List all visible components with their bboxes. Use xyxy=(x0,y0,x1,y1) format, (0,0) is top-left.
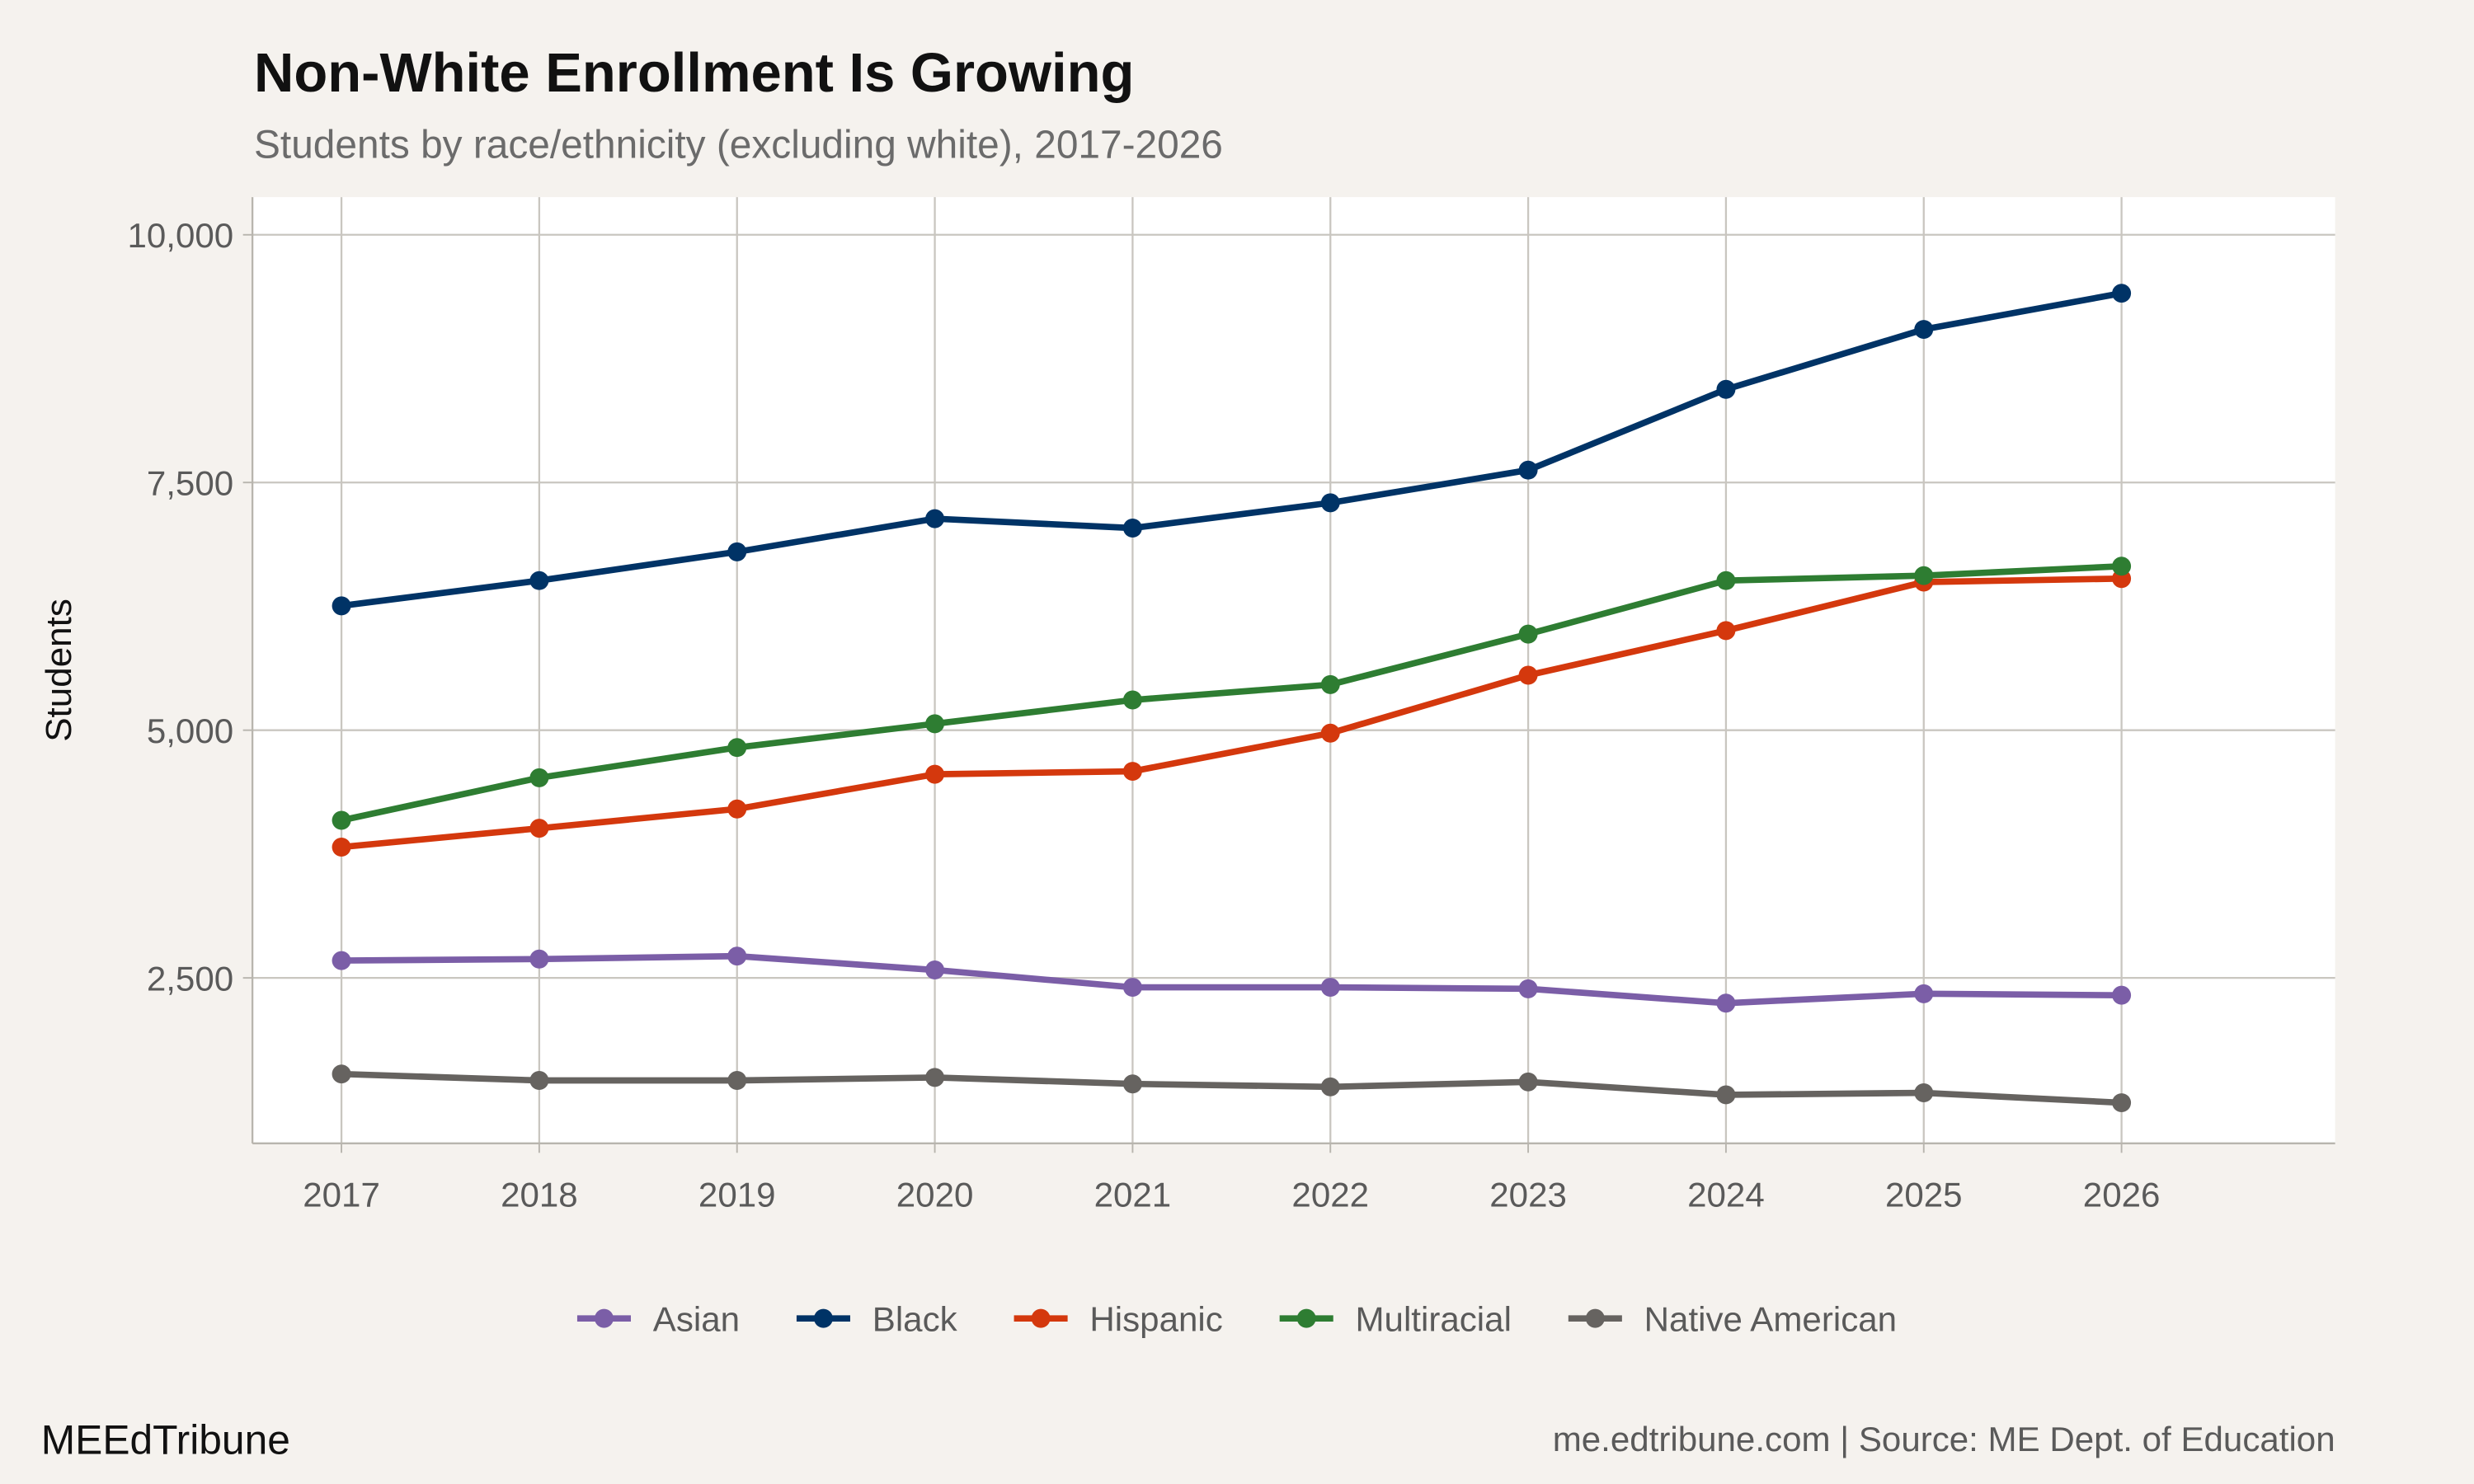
data-point xyxy=(332,1064,351,1084)
x-tick-label: 2025 xyxy=(1885,1175,1963,1214)
data-point xyxy=(332,838,351,857)
data-point xyxy=(332,596,351,616)
x-tick-label: 2019 xyxy=(698,1175,776,1214)
chart-subtitle: Students by race/ethnicity (excluding wh… xyxy=(254,123,1223,167)
source-caption: me.edtribune.com | Source: ME Dept. of E… xyxy=(1553,1420,2335,1458)
y-tick-label: 2,500 xyxy=(147,959,233,998)
data-point xyxy=(925,714,945,734)
data-point xyxy=(1914,320,1934,340)
legend-item: Multiracial xyxy=(1279,1299,1512,1338)
data-point xyxy=(727,799,747,819)
data-point xyxy=(1914,984,1934,1003)
brand-label: MEEdTribune xyxy=(41,1417,290,1463)
data-point xyxy=(1518,979,1538,998)
data-point xyxy=(727,542,747,561)
data-point xyxy=(529,571,549,590)
legend-key-point xyxy=(594,1308,614,1328)
data-point xyxy=(1518,460,1538,480)
legend-key-point xyxy=(1031,1308,1051,1328)
series-black xyxy=(332,284,2132,616)
series-group xyxy=(332,284,2132,1113)
data-point xyxy=(1716,1085,1736,1105)
legend: Asian Black Hispanic Multiracial Native Amer… xyxy=(576,1299,1897,1338)
legend-label: Multiracial xyxy=(1356,1299,1512,1338)
data-point xyxy=(2112,284,2132,303)
data-point xyxy=(2112,1093,2132,1113)
data-point xyxy=(1122,690,1142,710)
x-tick-label: 2021 xyxy=(1094,1175,1172,1214)
series-hispanic xyxy=(332,569,2132,857)
data-point xyxy=(1320,493,1340,513)
y-ticks: 2,500 5,000 7,500 10,000 xyxy=(127,216,253,998)
legend-key-point xyxy=(1296,1308,1316,1328)
data-point xyxy=(1716,993,1736,1013)
data-point xyxy=(925,509,945,528)
legend-item: Native American xyxy=(1568,1299,1897,1338)
data-point xyxy=(1122,519,1142,538)
x-tick-label: 2017 xyxy=(303,1175,380,1214)
data-point xyxy=(1914,566,1934,585)
data-point xyxy=(1122,1074,1142,1094)
data-point xyxy=(1320,723,1340,743)
data-point xyxy=(727,738,747,758)
data-point xyxy=(1122,762,1142,782)
data-point xyxy=(1518,665,1538,685)
data-point xyxy=(529,819,549,838)
series-line xyxy=(341,562,2122,824)
data-point xyxy=(1320,1077,1340,1097)
series-line xyxy=(341,952,2122,1007)
legend-item: Hispanic xyxy=(1014,1299,1223,1338)
y-tick-label: 10,000 xyxy=(127,216,233,255)
series-line xyxy=(341,289,2123,609)
data-point xyxy=(1320,674,1340,694)
data-point xyxy=(529,1071,549,1090)
data-point xyxy=(529,949,549,969)
data-point xyxy=(2112,985,2132,1005)
data-point xyxy=(1716,379,1736,399)
chart-title: Non-White Enrollment Is Growing xyxy=(254,42,1134,104)
x-tick-label: 2020 xyxy=(896,1175,974,1214)
x-ticks: 2017 2018 2019 2020 2021 2022 2023 2024 2025 2026 xyxy=(303,1143,2161,1214)
data-point xyxy=(1320,978,1340,998)
data-point xyxy=(529,768,549,787)
legend-label: Hispanic xyxy=(1089,1299,1222,1338)
y-tick-label: 7,500 xyxy=(147,464,233,503)
legend-label: Native American xyxy=(1644,1299,1897,1338)
x-tick-label: 2026 xyxy=(2083,1175,2161,1214)
data-point xyxy=(925,1068,945,1087)
data-point xyxy=(1716,571,1736,590)
legend-key-point xyxy=(813,1308,833,1328)
y-axis-label: Students xyxy=(39,599,79,742)
data-point xyxy=(332,951,351,970)
data-point xyxy=(925,960,945,979)
data-point xyxy=(925,764,945,784)
x-tick-label: 2018 xyxy=(501,1175,578,1214)
legend-key-point xyxy=(1585,1308,1605,1328)
series-asian xyxy=(332,946,2132,1013)
series-native-american xyxy=(332,1064,2132,1113)
x-tick-label: 2024 xyxy=(1687,1175,1765,1214)
legend-item: Black xyxy=(796,1299,958,1338)
x-tick-label: 2022 xyxy=(1291,1175,1369,1214)
data-point xyxy=(727,946,747,966)
data-point xyxy=(1518,624,1538,644)
data-point xyxy=(332,810,351,830)
data-point xyxy=(1518,1072,1538,1092)
y-tick-label: 5,000 xyxy=(147,711,233,750)
legend-label: Asian xyxy=(653,1299,740,1338)
data-point xyxy=(1122,978,1142,998)
data-point xyxy=(727,1071,747,1090)
plot-panel xyxy=(252,197,2335,1144)
series-line xyxy=(341,1070,2122,1106)
data-point xyxy=(2112,556,2132,576)
data-point xyxy=(1914,1083,1934,1103)
legend-item: Asian xyxy=(576,1299,740,1338)
data-point xyxy=(1716,621,1736,641)
x-tick-label: 2023 xyxy=(1489,1175,1567,1214)
series-line xyxy=(341,575,2122,851)
series-multiracial xyxy=(332,556,2132,830)
legend-label: Black xyxy=(872,1299,958,1338)
